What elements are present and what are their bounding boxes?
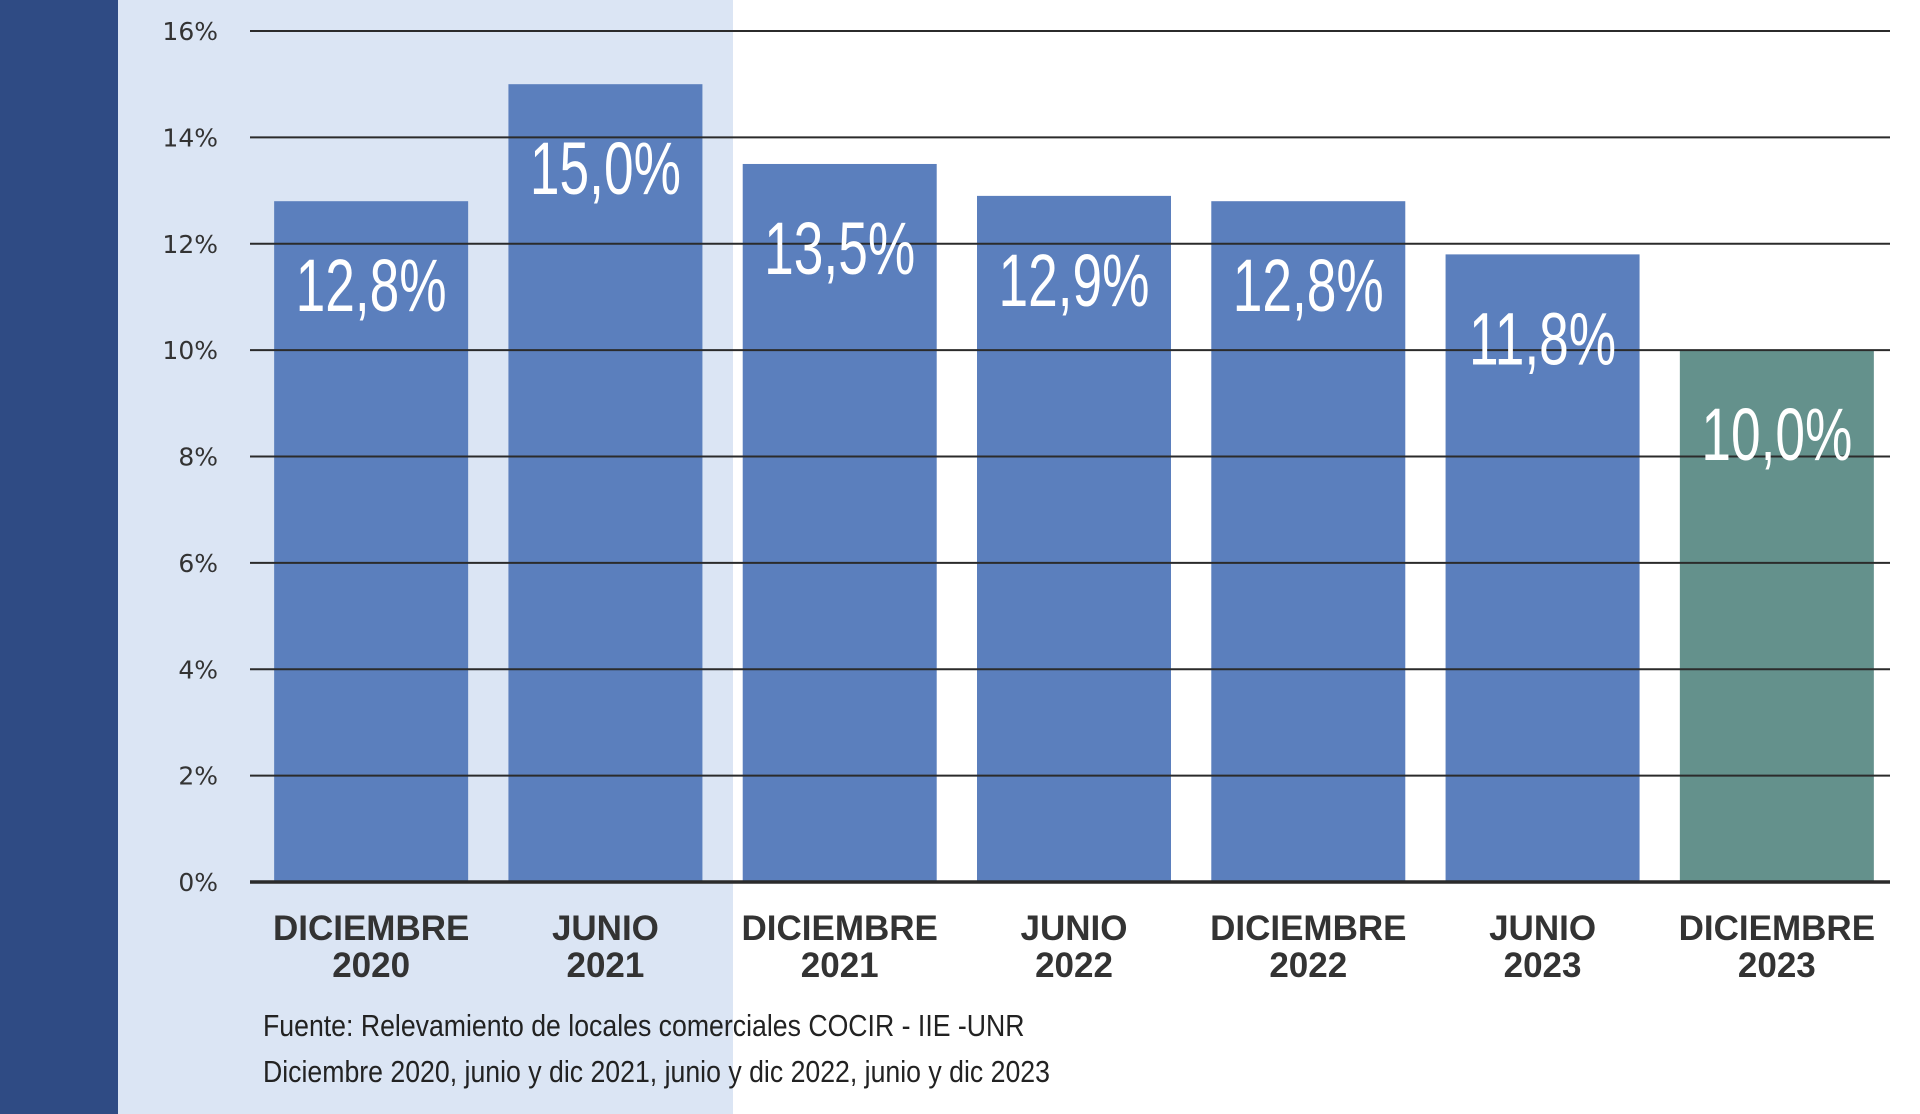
bar-2 [742,163,937,882]
y-tick-label-7: 14% [162,123,218,152]
category-label-6-line-1: DICIEMBRE [1679,909,1875,948]
y-tick-label-4: 8% [178,443,218,472]
y-tick-label-5: 10% [162,336,218,365]
y-tick-label-0: 0% [178,868,218,897]
bar-0 [274,201,469,882]
grid-lines [250,30,1890,884]
source-note: Fuente: Relevamiento de locales comercia… [263,1003,1050,1095]
value-label-5: 11,8% [1469,298,1616,381]
category-label-5-line-1: JUNIO [1489,909,1596,948]
source-line-1: Fuente: Relevamiento de locales comercia… [263,1008,1025,1043]
y-tick-label-2: 4% [178,655,218,684]
left-color-band [0,0,118,1114]
value-label-6: 10,0% [1701,394,1852,477]
category-label-6-line-2: 2023 [1738,946,1816,985]
category-label-2-line-2: 2021 [801,946,879,985]
category-label-0-line-1: DICIEMBRE [273,909,469,948]
y-tick-label-1: 2% [178,762,218,791]
value-label-0: 12,8% [296,245,447,328]
category-label-1-line-1: JUNIO [552,909,659,948]
source-line-2: Diciembre 2020, junio y dic 2021, junio … [263,1054,1050,1089]
bar-5 [1445,254,1640,882]
value-label-4: 12,8% [1233,245,1384,328]
bar-4 [1211,201,1406,882]
value-label-1: 15,0% [530,128,681,211]
category-label-2-line-1: DICIEMBRE [742,909,938,948]
category-label-5-line-2: 2023 [1504,946,1582,985]
value-label-3: 12,9% [998,239,1149,322]
y-axis-ticks: 0% 2% 4% 6% 8% 10% 12% 14% 16% [162,17,218,897]
category-label-0-line-2: 2020 [332,946,410,985]
bar-6 [1679,350,1874,882]
category-label-4-line-1: DICIEMBRE [1210,909,1406,948]
bars-group [274,84,1874,883]
value-label-2: 13,5% [764,207,915,290]
category-label-3-line-1: JUNIO [1021,909,1128,948]
category-label-4-line-2: 2022 [1269,946,1347,985]
bar-1 [508,84,703,882]
value-labels: 12,8% 15,0% 13,5% 12,9% 12,8% 11,8% 10,0% [296,128,1853,477]
y-tick-label-8: 16% [162,17,218,46]
category-label-1-line-2: 2021 [566,946,644,985]
category-label-3-line-2: 2022 [1035,946,1113,985]
y-tick-label-3: 6% [178,549,218,578]
y-tick-label-6: 12% [162,230,218,259]
category-labels: DICIEMBRE2020JUNIO2021DICIEMBRE2021JUNIO… [273,909,1875,985]
bar-3 [977,195,1171,883]
